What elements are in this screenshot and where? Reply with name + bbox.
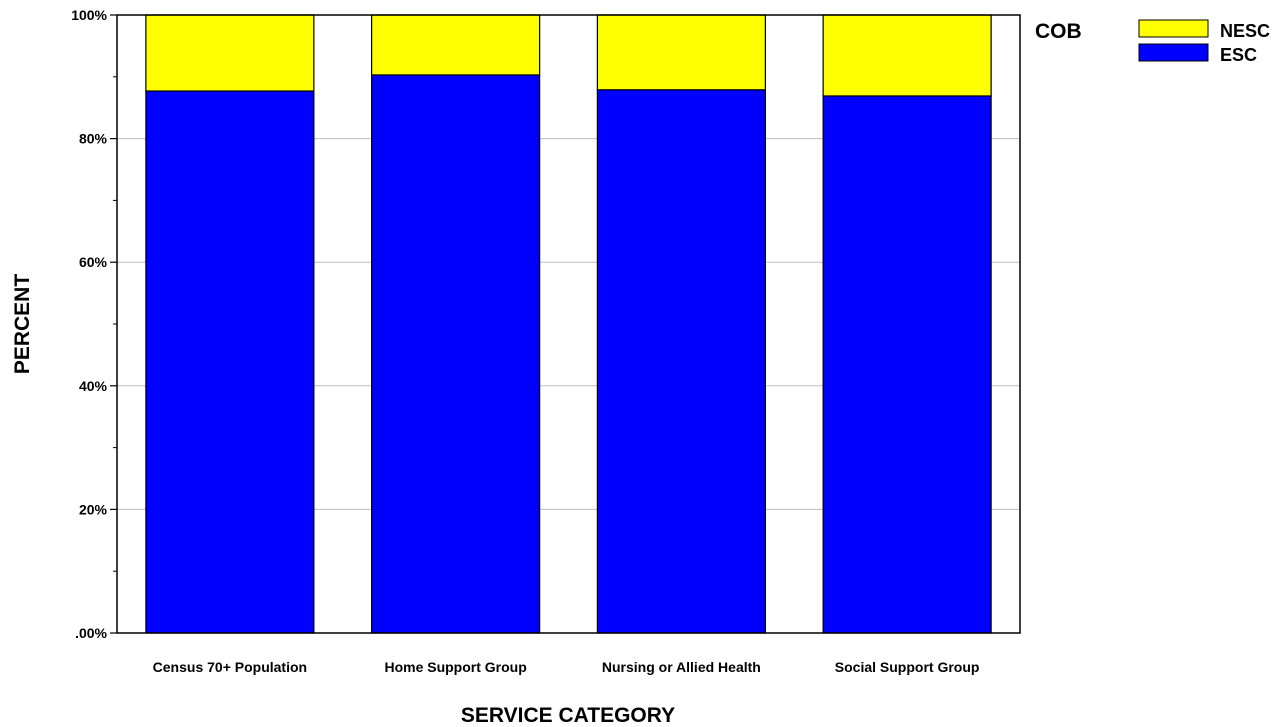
legend-title: COB <box>1035 20 1082 43</box>
bar-esc-1 <box>371 74 541 634</box>
x-category-label: Nursing or Allied Health <box>602 659 761 675</box>
y-tick-label: 40% <box>79 378 108 394</box>
bar-nesc-1 <box>371 14 541 76</box>
x-axis: Census 70+ Population Home Support Group N… <box>153 659 980 675</box>
bar-nesc-2 <box>596 14 766 91</box>
legend-label-nesc: NESC <box>1220 21 1270 41</box>
bar-nesc-3 <box>822 14 992 97</box>
y-tick-label: 20% <box>79 501 108 517</box>
legend-swatch-esc <box>1138 43 1209 62</box>
bars-layer <box>145 14 992 634</box>
x-category-label: Social Support Group <box>835 659 980 675</box>
bar-esc-3 <box>822 95 992 634</box>
x-axis-title: SERVICE CATEGORY <box>461 704 675 727</box>
legend-label-esc: ESC <box>1220 45 1257 65</box>
y-tick-label: 100% <box>71 7 107 23</box>
y-axis: .00% 20% 40% 60% 80% 100% <box>71 7 117 641</box>
y-tick-label: 80% <box>79 131 108 147</box>
y-axis-title: PERCENT <box>11 274 34 375</box>
legend-swatch-nesc <box>1138 19 1209 38</box>
bar-esc-0 <box>145 90 315 634</box>
y-tick-label: 60% <box>79 254 108 270</box>
x-category-label: Home Support Group <box>384 659 526 675</box>
bar-nesc-0 <box>145 14 315 92</box>
bar-esc-2 <box>596 89 766 634</box>
legend: COB NESC ESC <box>1035 19 1270 65</box>
x-category-label: Census 70+ Population <box>153 659 307 675</box>
y-tick-label: .00% <box>75 625 107 641</box>
